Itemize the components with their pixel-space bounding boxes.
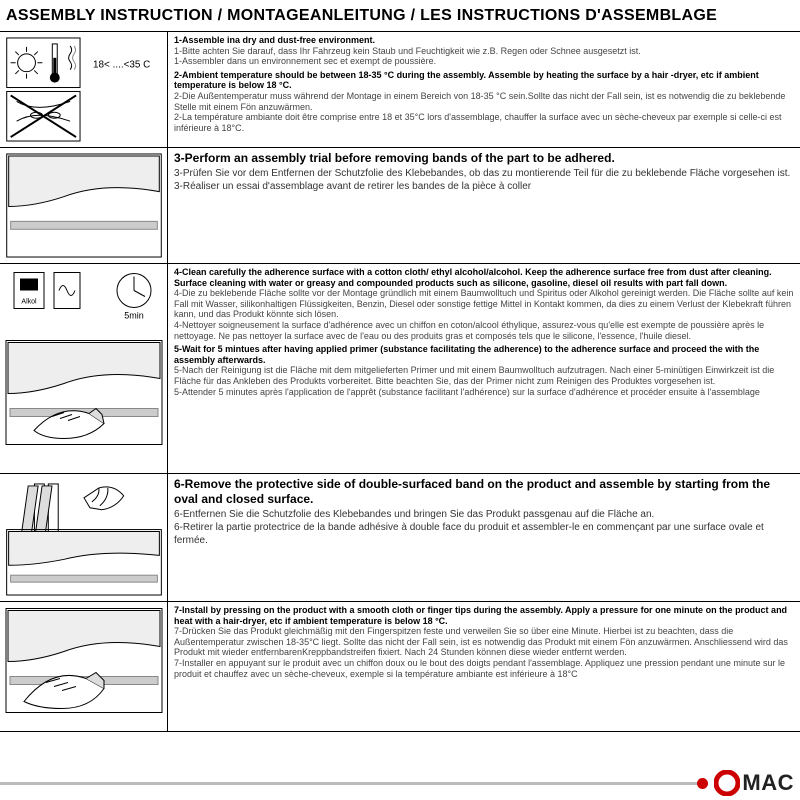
- instruction-lead: 4-Clean carefully the adherence surface …: [174, 267, 772, 288]
- brand-logo: MAC: [714, 770, 794, 796]
- instruction-rows: 18< ....<35 C 1-Assemble ina dry and dus…: [0, 32, 800, 766]
- instruction-translation: 6-Retirer la partie protectrice de la ba…: [174, 521, 794, 547]
- logo-text: MAC: [742, 770, 794, 796]
- instruction-translation: 3-Prüfen Sie vor dem Entfernen der Schut…: [174, 167, 794, 180]
- instruction-text: 4-Clean carefully the adherence surface …: [168, 264, 800, 473]
- instruction-text: 6-Remove the protective side of double-s…: [168, 474, 800, 601]
- instruction-translation: 1-Assembler dans un environnement sec et…: [174, 56, 794, 67]
- illustration: Alkol 5min: [0, 264, 168, 473]
- instruction-text: 1-Assemble ina dry and dust-free environ…: [168, 32, 800, 147]
- illustration: 18< ....<35 C: [0, 32, 168, 147]
- instruction-translation: 7-Drücken Sie das Produkt gleichmäßig mi…: [174, 626, 794, 658]
- instruction-row: 18< ....<35 C 1-Assemble ina dry and dus…: [0, 32, 800, 148]
- instruction-block: 4-Clean carefully the adherence surface …: [174, 267, 794, 341]
- page-title: ASSEMBLY INSTRUCTION / MONTAGEANLEITUNG …: [6, 7, 717, 25]
- instruction-translation: 2-Die Außentemperatur muss während der M…: [174, 91, 794, 112]
- instruction-text: 7-Install by pressing on the product wit…: [168, 602, 800, 731]
- logo-icon: [714, 770, 740, 796]
- instruction-translation: 5-Nach der Reinigung ist die Fläche mit …: [174, 365, 794, 386]
- instruction-block: 1-Assemble ina dry and dust-free environ…: [174, 35, 794, 67]
- instruction-lead: 2-Ambient temperature should be between …: [174, 70, 759, 91]
- instruction-row: 6-Remove the protective side of double-s…: [0, 474, 800, 602]
- svg-text:5min: 5min: [124, 311, 144, 321]
- instruction-translation: 2-La température ambiante doit être comp…: [174, 112, 794, 133]
- instruction-lead: 5-Wait for 5 mintues after having applie…: [174, 344, 759, 365]
- instruction-lead: 7-Install by pressing on the product wit…: [174, 605, 787, 626]
- svg-text:18< ....<35 C: 18< ....<35 C: [93, 60, 150, 71]
- instruction-block: 5-Wait for 5 mintues after having applie…: [174, 344, 794, 397]
- instruction-translation: 3-Réaliser un essai d'assemblage avant d…: [174, 180, 794, 193]
- instruction-block: 3-Perform an assembly trial before remov…: [174, 151, 794, 193]
- svg-text:Alkol: Alkol: [21, 299, 37, 306]
- instruction-text: 3-Perform an assembly trial before remov…: [168, 148, 800, 263]
- footer-line: [0, 782, 704, 785]
- instruction-lead: 6-Remove the protective side of double-s…: [174, 477, 794, 507]
- instruction-translation: 6-Entfernen Sie die Schutzfolie des Kleb…: [174, 508, 794, 521]
- illustration: [0, 148, 168, 263]
- instruction-block: 6-Remove the protective side of double-s…: [174, 477, 794, 547]
- instruction-block: 7-Install by pressing on the product wit…: [174, 605, 794, 679]
- instruction-translation: 4-Nettoyer soigneusement la surface d'ad…: [174, 320, 794, 341]
- header-bar: ASSEMBLY INSTRUCTION / MONTAGEANLEITUNG …: [0, 0, 800, 32]
- illustration: [0, 474, 168, 601]
- instruction-translation: 4-Die zu beklebende Fläche sollte vor de…: [174, 288, 794, 320]
- instruction-lead: 3-Perform an assembly trial before remov…: [174, 151, 794, 166]
- instruction-row: 3-Perform an assembly trial before remov…: [0, 148, 800, 264]
- instruction-translation: 5-Attender 5 minutes après l'application…: [174, 387, 794, 398]
- illustration: [0, 602, 168, 731]
- instruction-row: Alkol 5min 4-Clean carefully the adheren…: [0, 264, 800, 474]
- instruction-block: 2-Ambient temperature should be between …: [174, 70, 794, 134]
- instruction-row: 7-Install by pressing on the product wit…: [0, 602, 800, 732]
- instruction-translation: 7-Installer en appuyant sur le produit a…: [174, 658, 794, 679]
- instruction-translation: 1-Bitte achten Sie darauf, dass Ihr Fahr…: [174, 46, 794, 57]
- instruction-lead: 1-Assemble ina dry and dust-free environ…: [174, 35, 375, 45]
- footer: MAC: [0, 766, 800, 800]
